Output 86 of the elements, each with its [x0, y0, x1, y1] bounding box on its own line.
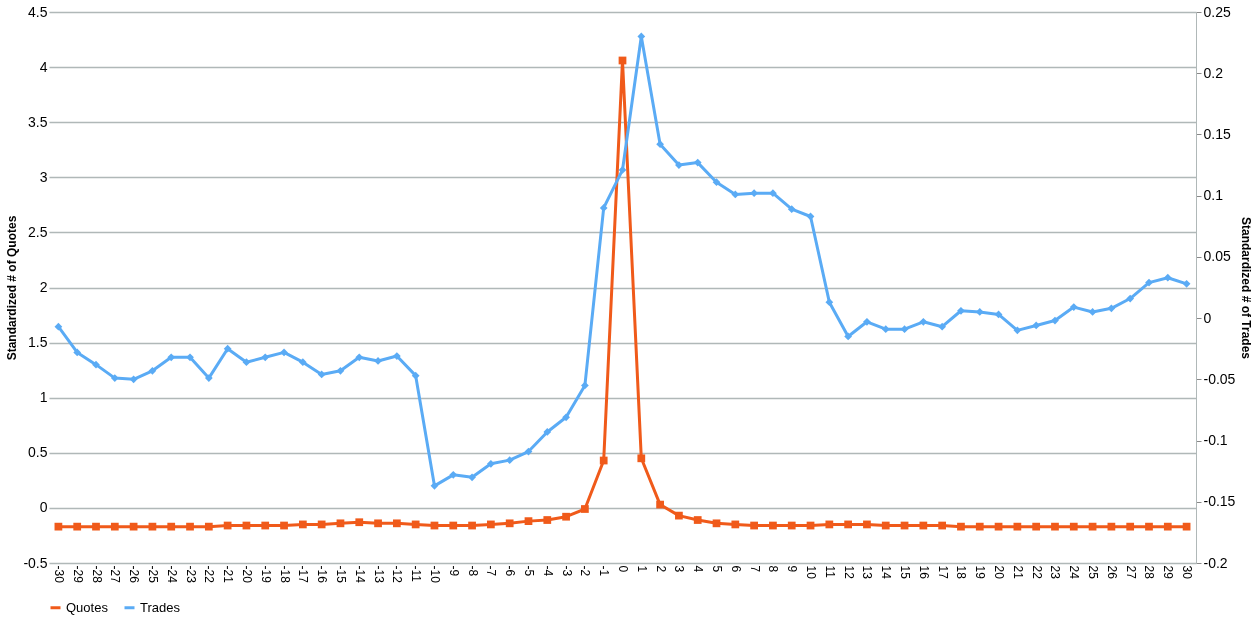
- y-tick-label: -0.5: [23, 554, 48, 571]
- y-tick-label: 4: [39, 58, 48, 75]
- x-tick-label: -2: [578, 565, 593, 577]
- x-tick-label: 13: [860, 565, 875, 580]
- legend-label: Quotes: [66, 599, 109, 615]
- y2-tick-label: 0.15: [1203, 125, 1231, 142]
- x-tick-label: -8: [465, 565, 480, 577]
- y-tick-label: 3.5: [28, 113, 48, 130]
- x-tick-label: -25: [145, 565, 160, 584]
- x-tick-label: 3: [672, 565, 687, 573]
- x-tick-label: -10: [427, 565, 442, 584]
- x-tick-label: 20: [992, 565, 1007, 580]
- x-tick-label: 22: [1029, 565, 1044, 580]
- x-tick-label: 6: [728, 565, 743, 573]
- x-tick-label: 1: [634, 565, 649, 573]
- y-tick-label: 2: [39, 279, 48, 295]
- x-tick-label: 19: [973, 565, 988, 580]
- x-tick-label: -23: [183, 565, 198, 584]
- x-tick-label: 16: [916, 565, 931, 580]
- x-tick-label: 14: [879, 565, 894, 580]
- x-tick-label: 18: [954, 565, 969, 580]
- x-tick-label: 23: [1048, 565, 1063, 580]
- x-tick-label: 17: [935, 565, 950, 580]
- legend-label: Trades: [140, 599, 181, 615]
- x-tick-label: 5: [710, 565, 725, 573]
- x-tick-label: 10: [804, 565, 819, 580]
- y-tick-label: 0.5: [28, 444, 48, 461]
- y-tick-label: 4.5: [28, 3, 48, 20]
- y2-tick-label: -0.05: [1203, 370, 1236, 387]
- x-tick-label: 21: [1010, 565, 1025, 580]
- x-tick-label: -12: [390, 565, 405, 584]
- x-tick-label: -11: [409, 565, 424, 583]
- x-tick-label: -1: [597, 565, 612, 577]
- x-tick-label: -15: [333, 565, 348, 584]
- x-tick-label: -13: [371, 565, 386, 584]
- y2-tick-label: -0.2: [1203, 554, 1228, 571]
- x-tick-label: 8: [766, 565, 781, 573]
- x-tick-label: 28: [1142, 565, 1157, 580]
- y2-tick-label: 0: [1203, 309, 1212, 326]
- x-tick-label: -21: [221, 565, 236, 584]
- x-tick-label: 4: [691, 565, 706, 573]
- x-tick-label: -19: [258, 565, 273, 584]
- x-tick-label: 25: [1086, 565, 1101, 580]
- x-tick-label: -5: [521, 565, 536, 577]
- y-axis-title: Standardized # of Quotes: [5, 215, 20, 361]
- x-tick-label: 0: [616, 565, 630, 573]
- x-tick-label: -30: [51, 565, 66, 584]
- x-tick-label: 12: [841, 565, 856, 580]
- x-tick-label: -14: [352, 565, 367, 584]
- y2-tick-label: -0.15: [1203, 493, 1236, 510]
- y2-axis-title: Standardized # of Trades: [1239, 216, 1254, 360]
- y-tick-label: 1: [39, 389, 48, 406]
- x-tick-label: -9: [446, 565, 461, 577]
- x-tick-label: -27: [108, 565, 123, 584]
- x-tick-label: -3: [559, 565, 574, 577]
- y2-tick-label: -0.1: [1203, 432, 1228, 449]
- y-tick-label: 0: [39, 499, 48, 516]
- x-tick-label: 9: [785, 565, 800, 573]
- x-tick-label: -4: [540, 565, 555, 577]
- y-tick-label: 2.5: [28, 223, 48, 240]
- x-tick-label: -7: [484, 565, 499, 577]
- x-tick-label: -24: [164, 565, 179, 584]
- y2-tick-label: 0.1: [1203, 187, 1224, 204]
- x-tick-label: 11: [822, 565, 837, 579]
- x-tick-label: 27: [1123, 565, 1138, 580]
- x-tick-label: -17: [296, 565, 311, 584]
- y-tick-label: 3: [39, 168, 48, 185]
- x-tick-label: 7: [747, 565, 762, 573]
- y2-tick-label: 0.05: [1203, 248, 1231, 265]
- y2-tick-label: 0.2: [1203, 64, 1224, 81]
- x-tick-label: -18: [277, 565, 292, 584]
- y2-tick-label: 0.25: [1203, 3, 1231, 20]
- x-tick-label: -22: [202, 565, 217, 584]
- x-tick-label: -20: [239, 565, 254, 584]
- x-tick-label: 30: [1180, 565, 1195, 580]
- x-tick-label: -16: [315, 565, 330, 584]
- x-tick-label: 29: [1161, 565, 1176, 580]
- x-tick-label: 2: [653, 565, 668, 573]
- x-tick-label: -6: [503, 565, 518, 577]
- x-tick-label: -26: [127, 565, 142, 584]
- x-tick-label: -28: [89, 565, 104, 584]
- x-tick-label: 24: [1067, 565, 1082, 580]
- x-tick-label: 15: [898, 565, 913, 580]
- x-tick-label: 26: [1104, 565, 1119, 580]
- x-tick-label: -29: [70, 565, 85, 584]
- y-tick-label: 1.5: [28, 334, 48, 351]
